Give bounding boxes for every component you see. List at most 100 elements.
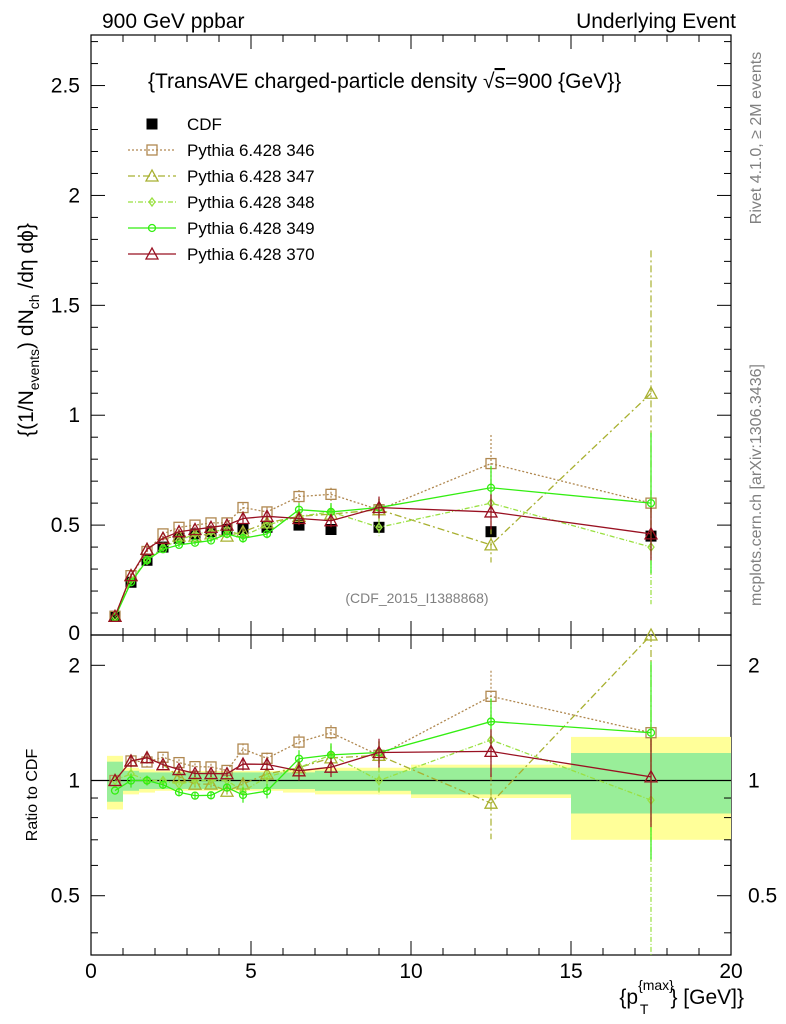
ratio-point — [219, 766, 235, 780]
ratio-series — [107, 627, 659, 955]
series-point — [190, 538, 200, 547]
legend-label: CDF — [187, 115, 222, 134]
mcplots-label: mcplots.cern.ch [arXiv:1306.3436] — [748, 364, 765, 606]
ratio-band-stat — [107, 761, 123, 802]
series-point — [123, 568, 139, 582]
series-point — [187, 522, 203, 536]
series-1 — [107, 250, 659, 622]
ratio-point — [191, 775, 199, 786]
y-axis-label: {(1/Nevents) dNch /dη dϕ} — [15, 223, 42, 437]
ratio-point — [263, 772, 271, 783]
x-axis-label: {p{max} T} [GeV]} — [619, 977, 744, 1017]
ratio-point — [371, 745, 387, 759]
title-post: =900 {GeV}} — [505, 70, 621, 93]
ratio-point — [262, 786, 272, 796]
ratio-point — [222, 783, 232, 792]
series-point — [235, 511, 251, 525]
x-tick-label: 10 — [399, 960, 422, 983]
y-tick-label: 1 — [68, 404, 80, 427]
ratio-point — [107, 773, 123, 787]
ratio-point — [203, 766, 219, 780]
ratio-y-axis-label: Ratio to CDF — [24, 749, 41, 842]
series-point — [643, 385, 659, 399]
series-point — [259, 508, 275, 522]
ratio-point — [206, 791, 216, 800]
ratio-point — [238, 790, 248, 800]
legend-marker — [148, 196, 156, 208]
series-point — [263, 520, 271, 531]
y-tick-label: 2 — [68, 184, 80, 207]
series-point — [139, 541, 155, 555]
ratio-point — [187, 766, 203, 780]
xlabel-sup: {max} — [638, 977, 674, 993]
ratio-point — [171, 762, 187, 776]
x-tick-label: 20 — [719, 960, 742, 983]
ylabel-c: /dη dϕ} — [15, 223, 38, 294]
series-point — [325, 488, 337, 500]
rivet-label: Rivet 4.1.0, ≥ 2M events — [748, 52, 765, 224]
series-point — [262, 529, 272, 539]
ratio-point — [259, 766, 275, 780]
series-point — [203, 519, 219, 533]
ratio-point — [126, 776, 136, 785]
legend-label: Pythia 6.428 347 — [187, 167, 315, 186]
header-right: Underlying Event — [576, 10, 736, 33]
ratio-point — [190, 791, 200, 800]
ylabel-b: ) dN — [15, 309, 38, 349]
ratio-point — [483, 795, 499, 809]
series-point — [646, 498, 656, 508]
x-tick-label: 0 — [85, 960, 97, 983]
legend-marker — [146, 118, 158, 130]
ratio-point — [323, 759, 339, 773]
legend-item: Pythia 6.428 348 — [128, 193, 315, 212]
chart-title: {TransAVE charged-particle density √s=90… — [148, 70, 621, 93]
title-s: s — [495, 70, 506, 93]
ratio-point — [110, 786, 120, 795]
ratio-point — [203, 776, 219, 790]
analysis-watermark: (CDF_2015_I1388868) — [345, 590, 488, 606]
series-point — [323, 513, 339, 527]
ratio-point — [219, 783, 235, 797]
series-point — [291, 511, 307, 525]
series-point — [486, 483, 496, 492]
ratio-y-tick-label: 0.5 — [51, 885, 80, 908]
ratio-point — [237, 743, 249, 755]
xlabel-b: } [GeV]} — [670, 986, 744, 1009]
main-series — [107, 250, 659, 622]
legend-marker — [146, 144, 158, 156]
series-point — [375, 522, 383, 533]
ratio-point — [643, 769, 659, 783]
ratio-point — [483, 744, 499, 758]
legend-label: Pythia 6.428 348 — [187, 193, 315, 212]
legend: CDF Pythia 6.428 346 Pythia 6.428 347 Pythi… — [128, 115, 315, 264]
ratio-point — [259, 757, 275, 771]
ratio-point — [293, 736, 305, 748]
ratio-point — [235, 756, 251, 770]
ratio-y-tick-label-right: 2 — [748, 654, 760, 677]
y-tick-label: 1.5 — [51, 294, 80, 317]
ratio-line — [114, 695, 652, 781]
series-point — [643, 526, 659, 540]
ratio-point — [646, 728, 656, 737]
legend-marker — [147, 223, 157, 233]
ratio-point — [375, 775, 383, 786]
ratio-point — [123, 753, 139, 767]
series-point — [171, 524, 187, 538]
ratio-y-tick-label-right: 1 — [748, 770, 760, 793]
series-point — [158, 545, 168, 554]
ylabel-b-sub: ch — [26, 294, 42, 309]
legend-label: Pythia 6.428 370 — [187, 245, 315, 264]
legend-label: Pythia 6.428 349 — [187, 219, 315, 238]
y-tick-label: 2.5 — [51, 75, 80, 98]
ylabel-a-sub: events — [26, 349, 42, 390]
ratio-point — [155, 757, 171, 771]
series-point — [174, 540, 184, 550]
legend-marker — [144, 168, 160, 182]
xlabel-sub: T — [640, 1001, 649, 1017]
header-left: 900 GeV ppbar — [102, 10, 244, 33]
ratio-point — [325, 727, 337, 739]
title-sqrt: √ — [483, 70, 495, 93]
axes: 0 5 10 15 20 0.5 1 1.5 2 2.5 0 0.5 0.5 1 1 2 2 — [51, 35, 777, 983]
legend-item: Pythia 6.428 370 — [128, 245, 315, 264]
series-point — [483, 537, 499, 551]
